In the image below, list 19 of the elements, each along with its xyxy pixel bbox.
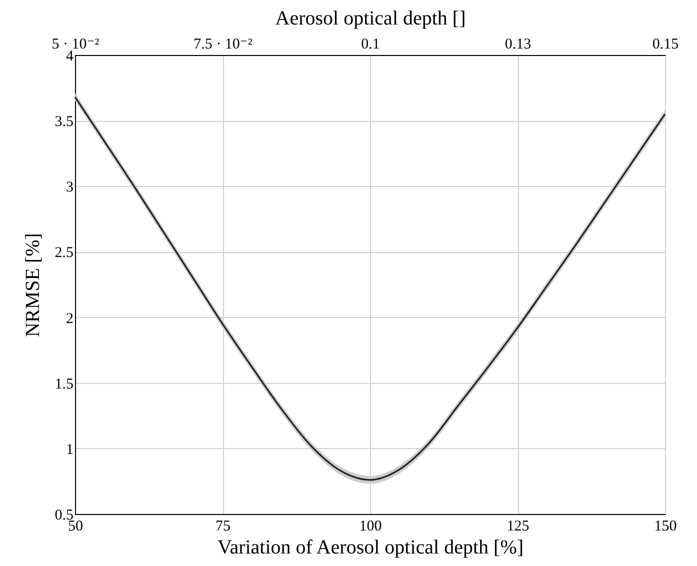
y-tick-label: 3.5	[54, 114, 74, 130]
x2-tick-label: 0.1	[361, 36, 380, 52]
y-tick-label: 4	[66, 48, 74, 64]
y-tick-label: 2	[66, 310, 74, 327]
x-tick-label: 150	[654, 518, 677, 534]
y-tick-label: 2.5	[54, 245, 74, 262]
x2-tick-label: 7.5 · 10⁻²	[194, 36, 253, 52]
x2-axis-title: Aerosol optical depth []	[275, 8, 466, 30]
y-tick-label: 3	[66, 180, 74, 196]
y-axis-title: NRMSE [%]	[22, 233, 44, 337]
x-tick-label: 125	[506, 518, 530, 534]
x2-tick-label: 0.13	[504, 36, 532, 52]
x-tick-label: 50	[68, 518, 83, 534]
y-tick-label: 1.5	[54, 376, 74, 392]
x-tick-label: 75	[216, 518, 230, 534]
x2-tick-label: 0.15	[652, 36, 679, 52]
x-axis-title: Variation of Aerosol optical depth [%]	[217, 536, 524, 558]
y-tick-label: 1	[66, 442, 74, 458]
x-tick-label: 100	[359, 518, 382, 534]
